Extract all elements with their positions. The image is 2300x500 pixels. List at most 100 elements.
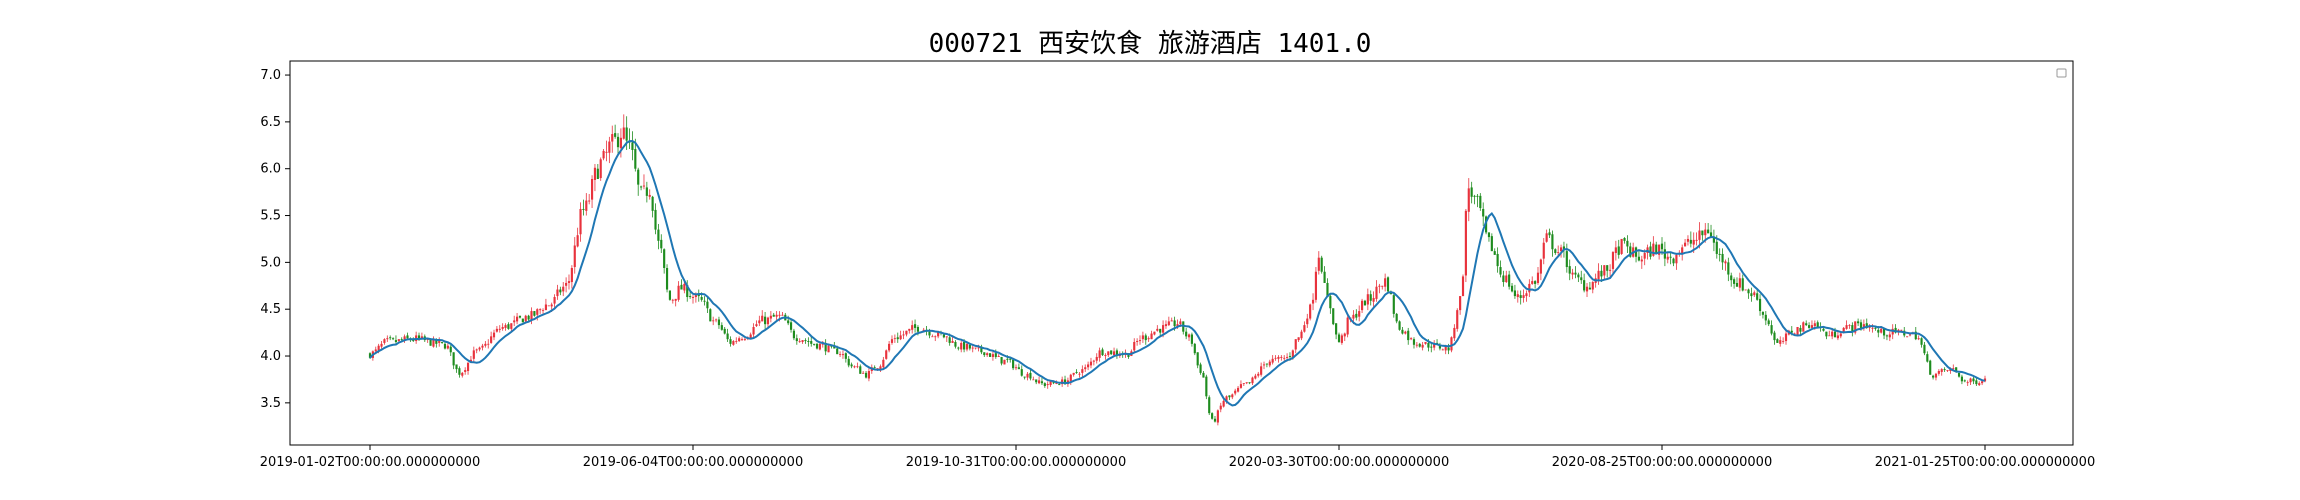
candle xyxy=(1239,380,1243,389)
candle-body xyxy=(524,315,527,322)
candle xyxy=(590,175,594,209)
candle-body xyxy=(429,339,432,346)
candle xyxy=(1303,321,1306,333)
candle xyxy=(573,237,576,274)
candle-body xyxy=(1309,304,1312,319)
candle-body xyxy=(697,294,700,297)
candle-body xyxy=(1689,239,1692,244)
candle-body xyxy=(435,339,438,344)
candle xyxy=(893,334,896,343)
candle-body xyxy=(689,296,692,298)
candle xyxy=(1577,272,1580,283)
candle xyxy=(1686,235,1690,246)
candle xyxy=(1424,341,1427,345)
candle xyxy=(1384,273,1387,292)
candle-body xyxy=(810,341,813,344)
candle-body xyxy=(948,337,951,343)
candle-body xyxy=(994,353,997,357)
candle xyxy=(1609,264,1612,279)
candle-body xyxy=(660,239,663,249)
candle xyxy=(475,348,478,354)
candle xyxy=(446,342,449,350)
candle-body xyxy=(882,359,885,368)
candle-body xyxy=(484,343,487,346)
candle-body xyxy=(1816,322,1819,328)
candle-body xyxy=(749,334,752,339)
candle-body xyxy=(1147,338,1150,340)
candle-body xyxy=(1418,343,1421,347)
candle-body xyxy=(674,298,677,301)
candle-body xyxy=(1741,278,1744,291)
candle-body xyxy=(1395,313,1398,322)
candle-body xyxy=(1069,374,1072,382)
candle xyxy=(1767,318,1770,327)
y-tick-label: 7.0 xyxy=(260,68,281,83)
candle-body xyxy=(1932,375,1935,378)
candle xyxy=(1975,377,1978,386)
candle-body xyxy=(550,304,553,307)
candle xyxy=(815,342,819,350)
candle-body xyxy=(1707,229,1710,234)
candle xyxy=(818,342,821,351)
candle-body xyxy=(383,339,386,343)
candle-body xyxy=(1522,295,1525,298)
candle xyxy=(1882,327,1886,340)
candle-body xyxy=(888,343,891,351)
candle-body xyxy=(1029,372,1032,379)
candle xyxy=(380,341,383,349)
candle xyxy=(654,203,657,235)
candle-body xyxy=(1089,361,1093,366)
candle-body xyxy=(1733,279,1736,284)
candle-body xyxy=(1946,370,1949,371)
candle-body xyxy=(446,345,449,349)
candle-body xyxy=(1355,313,1358,318)
candle xyxy=(1320,255,1323,274)
candle xyxy=(1845,320,1848,330)
candle xyxy=(1150,330,1153,340)
candle xyxy=(1231,393,1234,400)
candle-body xyxy=(1600,270,1603,277)
candle-body xyxy=(1291,350,1294,358)
candle-body xyxy=(928,331,931,336)
candle xyxy=(403,334,406,343)
candle-body xyxy=(1372,297,1375,302)
candle-body xyxy=(743,339,746,340)
candle-body xyxy=(1424,341,1427,344)
candle-body xyxy=(1459,296,1462,311)
candle-body xyxy=(1534,281,1537,284)
candle xyxy=(1401,326,1404,335)
candle-body xyxy=(1753,292,1756,296)
candle xyxy=(1032,376,1035,381)
candle-body xyxy=(1669,256,1672,258)
candle-body xyxy=(1410,338,1413,340)
candle-body xyxy=(1115,350,1119,356)
candle xyxy=(1257,371,1260,378)
candle xyxy=(521,318,524,323)
candle-body xyxy=(862,372,865,374)
candle-body xyxy=(1170,320,1173,322)
candle-body xyxy=(665,267,669,290)
candle-body xyxy=(1283,357,1286,359)
candle xyxy=(913,319,917,333)
candle xyxy=(567,274,571,290)
candle-body xyxy=(1894,327,1897,333)
candle xyxy=(1747,288,1750,299)
candle-body xyxy=(654,209,657,230)
candle-body xyxy=(1384,278,1387,287)
candle-body xyxy=(1712,238,1715,243)
candle xyxy=(677,281,680,302)
candle-body xyxy=(1623,238,1626,241)
candle-body xyxy=(1110,350,1113,355)
candle xyxy=(934,335,937,342)
candle-body xyxy=(957,347,960,349)
candle xyxy=(1848,324,1851,329)
candle-body xyxy=(495,328,498,332)
candle xyxy=(1617,239,1620,259)
candle xyxy=(1957,372,1961,378)
candle xyxy=(608,136,611,164)
candle xyxy=(1753,290,1756,298)
candle xyxy=(1043,382,1046,388)
candle xyxy=(1144,333,1147,345)
candle-body xyxy=(1525,293,1528,297)
candle xyxy=(1337,332,1341,343)
